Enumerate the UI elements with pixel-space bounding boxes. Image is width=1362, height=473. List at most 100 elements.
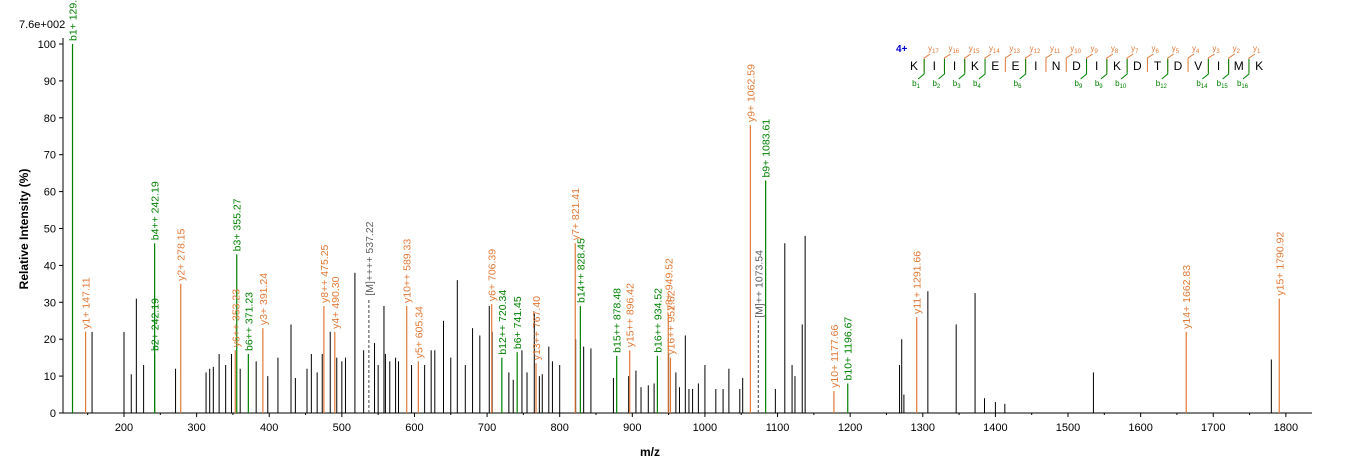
b-fragment-mark [1202,59,1209,80]
y-ion-label: y7+ 821.41 [570,188,582,240]
y-fragment-label: y8 [1111,44,1119,55]
y-ion-label: y11+ 1291.66 [912,251,924,314]
y-axis-title: Relative Intensity (%) [17,169,31,290]
y-tick-label: 80 [44,113,56,125]
y-fragment-label: y16 [948,44,959,55]
b-ion-label: b6++ 371.23 [243,292,255,351]
b-fragment-label: b15 [1217,79,1229,90]
b-fragment-index: 1 [917,84,921,90]
residue: K [1113,59,1121,73]
y-fragment-index: 5 [1176,49,1180,55]
y-fragment-label: y5 [1172,44,1180,55]
y-fragment-index: 8 [1115,49,1119,55]
y-fragment-index: 6 [1155,49,1159,55]
b-fragment-index: 9 [1099,84,1103,90]
x-tick-label: 900 [623,422,641,434]
b-ion-label: b10+ 1196.67 [843,317,855,381]
b-fragment-mark [1080,59,1088,80]
b-fragment-label: b16 [1237,79,1249,90]
b-fragment-index: 12 [1160,84,1167,90]
b-fragment-mark [958,59,966,80]
x-tick-label: 1500 [1056,422,1080,434]
y-tick-label: 0 [50,408,56,420]
residue: K [1255,59,1263,73]
x-tick-label: 500 [333,422,351,434]
y-tick-label: 30 [44,297,56,309]
b-fragment-mark [938,59,945,80]
b-fragment-label: b10 [1115,79,1127,90]
y-fragment-label: y4 [1192,44,1200,55]
y-fragment-label: y1 [1253,44,1261,55]
y-ion-label: y6++ 353.23 [230,289,242,348]
residue: D [1072,59,1081,73]
b-fragment-index: 9 [1079,84,1083,90]
b-fragment-index: 3 [957,84,961,90]
y-tick-label: 60 [44,187,56,199]
y-fragment-index: 7 [1135,49,1139,55]
b-fragment-index: 15 [1221,84,1228,90]
b-ion-label: b14++ 828.45 [575,238,587,303]
x-tick-label: 600 [405,422,423,434]
y-fragment-mark [1045,53,1053,72]
y-fragment-index: 17 [932,49,939,55]
b-ion-label: b9+ 1083.61 [761,119,773,178]
x-tick-label: 700 [478,422,496,434]
y-ion-label: y9+ 1062.59 [745,64,757,122]
b-ion-label: b1+ 129.1 [68,0,80,41]
b-fragment-index: 16 [1241,84,1248,90]
residue: V [1194,59,1202,73]
axes: 0 10 20 30 40 50 60 70 80 90 100 200 300 400 500 600 700… [38,38,1312,434]
x-tick-label: 400 [260,422,278,434]
y-fragment-index: 12 [1034,49,1041,55]
y-fragment-label: y3 [1212,44,1220,55]
x-tick-label: 1700 [1201,422,1225,434]
b-fragment-mark [1100,59,1108,80]
y-ion-label: y15+ 1790.92 [1274,232,1286,296]
y-fragment-index: 3 [1216,49,1220,55]
b-fragment-label: b4 [973,79,981,90]
x-tick-label: 1800 [1274,422,1298,434]
y-fragment-label: y15 [969,44,980,55]
b-fragment-mark [978,59,986,80]
b-ion-label: b3+ 355.27 [232,198,244,251]
x-tick-label: 300 [187,422,205,434]
y-fragment-mark [1065,53,1073,72]
x-tick-label: 1600 [1128,422,1152,434]
y-fragment-label: y10 [1070,44,1081,55]
b-fragment-label: b3 [953,79,961,90]
y-tick-label: 20 [44,334,56,346]
residue: E [1011,59,1019,73]
precursor-label: [M]++ 1073.54 [753,250,765,318]
y-ion-label: y16++ 952.52 [665,290,677,354]
x-axis-title: m/z [640,445,660,459]
b-fragment-label: b14 [1196,79,1208,90]
x-tick-label: 1400 [983,422,1007,434]
y-fragment-index: 13 [1013,49,1020,55]
b-fragment-label: b6 [1014,79,1022,90]
y-tick-label: 100 [38,39,56,51]
y-ion-label: y5+ 605.34 [413,306,425,358]
y-ion-label: y6+ 706.39 [487,249,499,301]
x-tick-label: 800 [551,422,569,434]
y-fragment-index: 11 [1054,49,1061,55]
b-fragment-mark [1161,59,1169,80]
y-fragment-mark [1146,53,1154,72]
y-fragment-index: 4 [1196,49,1200,55]
b-fragment-mark [1222,59,1230,80]
y-tick-label: 40 [44,260,56,272]
y-fragment-label: y11 [1050,44,1061,55]
y-fragment-index: 1 [1257,49,1261,55]
b-fragment-label: b9 [1075,79,1083,90]
b-fragment-label: b1 [912,79,920,90]
b-ion-label: b2+ 242.19 [150,298,162,351]
y-ion-label: y1+ 147.11 [81,277,93,329]
residue: K [910,59,918,73]
precursor-label: [M]++++ 537.22 [364,221,376,295]
b-fragment-mark [1019,59,1027,80]
x-tick-label: 200 [115,422,133,434]
b-ion-label: b15++ 878.48 [612,288,624,353]
y-fragment-index: 9 [1095,49,1099,55]
y-tick-label: 10 [44,371,56,383]
x-tick-label: 1200 [838,422,862,434]
